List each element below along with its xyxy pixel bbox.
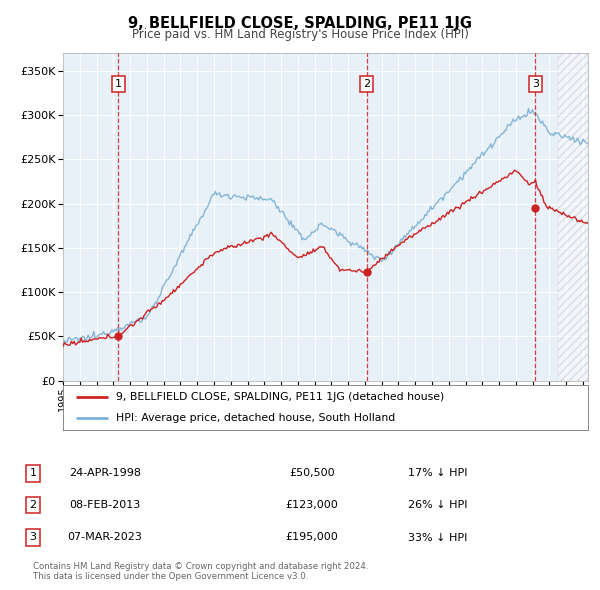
- Text: Contains HM Land Registry data © Crown copyright and database right 2024.
This d: Contains HM Land Registry data © Crown c…: [33, 562, 368, 581]
- Text: 3: 3: [29, 533, 37, 542]
- Text: 17% ↓ HPI: 17% ↓ HPI: [408, 468, 468, 478]
- Text: 2: 2: [29, 500, 37, 510]
- Text: 9, BELLFIELD CLOSE, SPALDING, PE11 1JG (detached house): 9, BELLFIELD CLOSE, SPALDING, PE11 1JG (…: [115, 392, 444, 402]
- Text: HPI: Average price, detached house, South Holland: HPI: Average price, detached house, Sout…: [115, 414, 395, 424]
- Text: 2: 2: [363, 79, 370, 89]
- Text: 3: 3: [532, 79, 539, 89]
- Text: 33% ↓ HPI: 33% ↓ HPI: [409, 533, 467, 542]
- Text: 9, BELLFIELD CLOSE, SPALDING, PE11 1JG: 9, BELLFIELD CLOSE, SPALDING, PE11 1JG: [128, 16, 472, 31]
- Text: £123,000: £123,000: [286, 500, 338, 510]
- Text: 08-FEB-2013: 08-FEB-2013: [70, 500, 140, 510]
- Text: 24-APR-1998: 24-APR-1998: [69, 468, 141, 478]
- Text: 07-MAR-2023: 07-MAR-2023: [68, 533, 142, 542]
- Text: 1: 1: [29, 468, 37, 478]
- Text: 26% ↓ HPI: 26% ↓ HPI: [408, 500, 468, 510]
- Text: £195,000: £195,000: [286, 533, 338, 542]
- Bar: [558, 53, 588, 381]
- Text: Price paid vs. HM Land Registry's House Price Index (HPI): Price paid vs. HM Land Registry's House …: [131, 28, 469, 41]
- Text: 1: 1: [115, 79, 122, 89]
- Text: £50,500: £50,500: [289, 468, 335, 478]
